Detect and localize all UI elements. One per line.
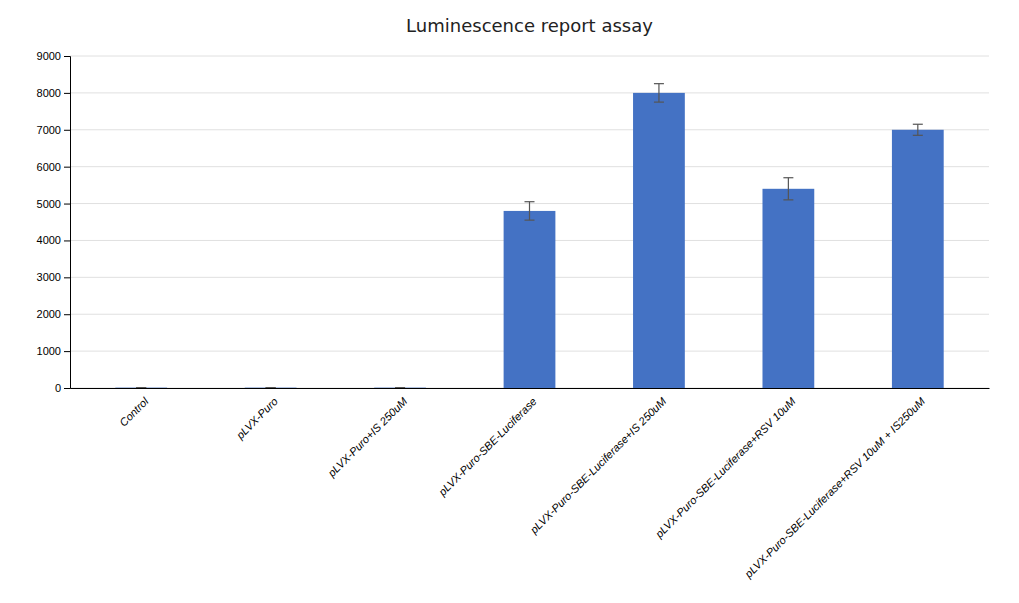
error-bar-cap (395, 387, 405, 388)
x-tick: pLVX-Puro-SBE-Luciferase+RSV 10uM (652, 394, 798, 540)
error-bar (525, 202, 535, 220)
x-tick: pLVX-Puro-SBE-Luciferase (435, 395, 538, 498)
y-tick-label: 4000 (37, 234, 61, 246)
error-bar-cap (136, 387, 146, 388)
x-tick: pLVX-Puro (233, 395, 280, 442)
bar (245, 387, 297, 388)
bar (115, 387, 167, 388)
error-bar-cap (913, 135, 923, 136)
x-tick: Control (117, 395, 151, 429)
y-tick: 1000 (37, 345, 70, 357)
grid-line (70, 166, 989, 167)
y-tick-label: 0 (55, 382, 61, 394)
y-axis-line (64, 57, 71, 389)
error-bar-stem (529, 202, 530, 220)
y-tick: 7000 (37, 124, 70, 136)
y-tick-mark (64, 56, 70, 57)
bar (762, 189, 814, 388)
bar (374, 387, 426, 388)
y-tick-mark (64, 351, 70, 352)
error-bar-cap (266, 387, 276, 388)
y-tick: 2000 (37, 308, 70, 320)
x-tick-label: Control (117, 395, 151, 429)
error-bar-cap (136, 387, 146, 388)
y-tick-label: 8000 (37, 87, 61, 99)
chart-title: Luminescence report assay (406, 15, 653, 36)
error-bar-cap (654, 102, 664, 103)
y-tick-label: 9000 (37, 50, 61, 62)
y-tick-mark (64, 167, 70, 168)
y-tick: 0 (55, 382, 70, 394)
marks (115, 84, 943, 388)
y-tick: 3000 (37, 271, 70, 283)
y-tick-mark (64, 388, 70, 389)
error-bar-cap (913, 124, 923, 125)
y-tick: 5000 (37, 198, 70, 210)
x-tick: pLVX-Puro-SBE-Luciferase+RSV 10uM + IS25… (742, 394, 928, 580)
x-tick-label: pLVX-Puro (233, 395, 280, 442)
y-tick-mark (64, 130, 70, 131)
error-bar-cap (395, 387, 405, 388)
x-axis-line (71, 388, 990, 389)
grid-line (70, 129, 989, 130)
grid (70, 56, 989, 388)
x-tick: pLVX-Puro-SBE-Luciferase+IS 250uM (527, 394, 669, 536)
grid-line (70, 92, 989, 93)
error-bar-cap (783, 177, 793, 178)
error-bar-cap (525, 201, 535, 202)
error-bar-stem (658, 84, 659, 102)
error-bar (266, 387, 276, 388)
grid-line (70, 56, 989, 57)
error-bar-stem (788, 178, 789, 200)
y-tick-label: 6000 (37, 161, 61, 173)
y-tick-label: 1000 (37, 345, 61, 357)
bar (633, 93, 685, 388)
error-bar-cap (654, 83, 664, 84)
error-bar (395, 387, 405, 388)
bar (504, 211, 556, 388)
y-tick-label: 3000 (37, 271, 61, 283)
bar (892, 130, 944, 388)
error-bar-cap (266, 387, 276, 388)
error-bar-cap (525, 220, 535, 221)
y-tick: 9000 (37, 50, 70, 62)
error-bar (783, 178, 793, 200)
y-tick-label: 7000 (37, 124, 61, 136)
x-tick-label: pLVX-Puro-SBE-Luciferase+RSV 10uM (652, 394, 798, 540)
y-tick-label: 2000 (37, 308, 61, 320)
error-bar (136, 387, 146, 388)
x-tick-label: pLVX-Puro-SBE-Luciferase+IS 250uM (527, 394, 669, 536)
error-bar-cap (783, 199, 793, 200)
y-axis: 0 1000 2000 3000 4000 5000 6000 7000 8000 9000 (37, 50, 71, 394)
x-tick: pLVX-Puro+IS 250uM (325, 394, 410, 479)
y-tick-label: 5000 (37, 198, 61, 210)
x-tick-label: pLVX-Puro+IS 250uM (325, 394, 410, 479)
x-axis: Control pLVX-Puro pLVX-Puro+IS 250uM pLVX-P… (71, 389, 990, 581)
y-tick-mark (64, 314, 70, 315)
y-tick-mark (64, 204, 70, 205)
y-tick: 6000 (37, 161, 70, 173)
y-tick: 8000 (37, 87, 70, 99)
y-tick-mark (64, 240, 70, 241)
y-tick-mark (64, 277, 70, 278)
plot-area: 0 1000 2000 3000 4000 5000 6000 7000 8000 9000 Con… (37, 50, 990, 581)
chart-svg: Luminescence report assay 0 1000 2000 3000 40… (0, 0, 1019, 603)
error-bar (913, 124, 923, 135)
x-tick-label: pLVX-Puro-SBE-Luciferase+RSV 10uM + IS25… (742, 394, 928, 580)
error-bar-stem (917, 124, 918, 135)
x-tick-label: pLVX-Puro-SBE-Luciferase (435, 395, 538, 498)
y-tick: 4000 (37, 234, 70, 246)
y-tick-mark (64, 93, 70, 94)
error-bar (654, 84, 664, 102)
